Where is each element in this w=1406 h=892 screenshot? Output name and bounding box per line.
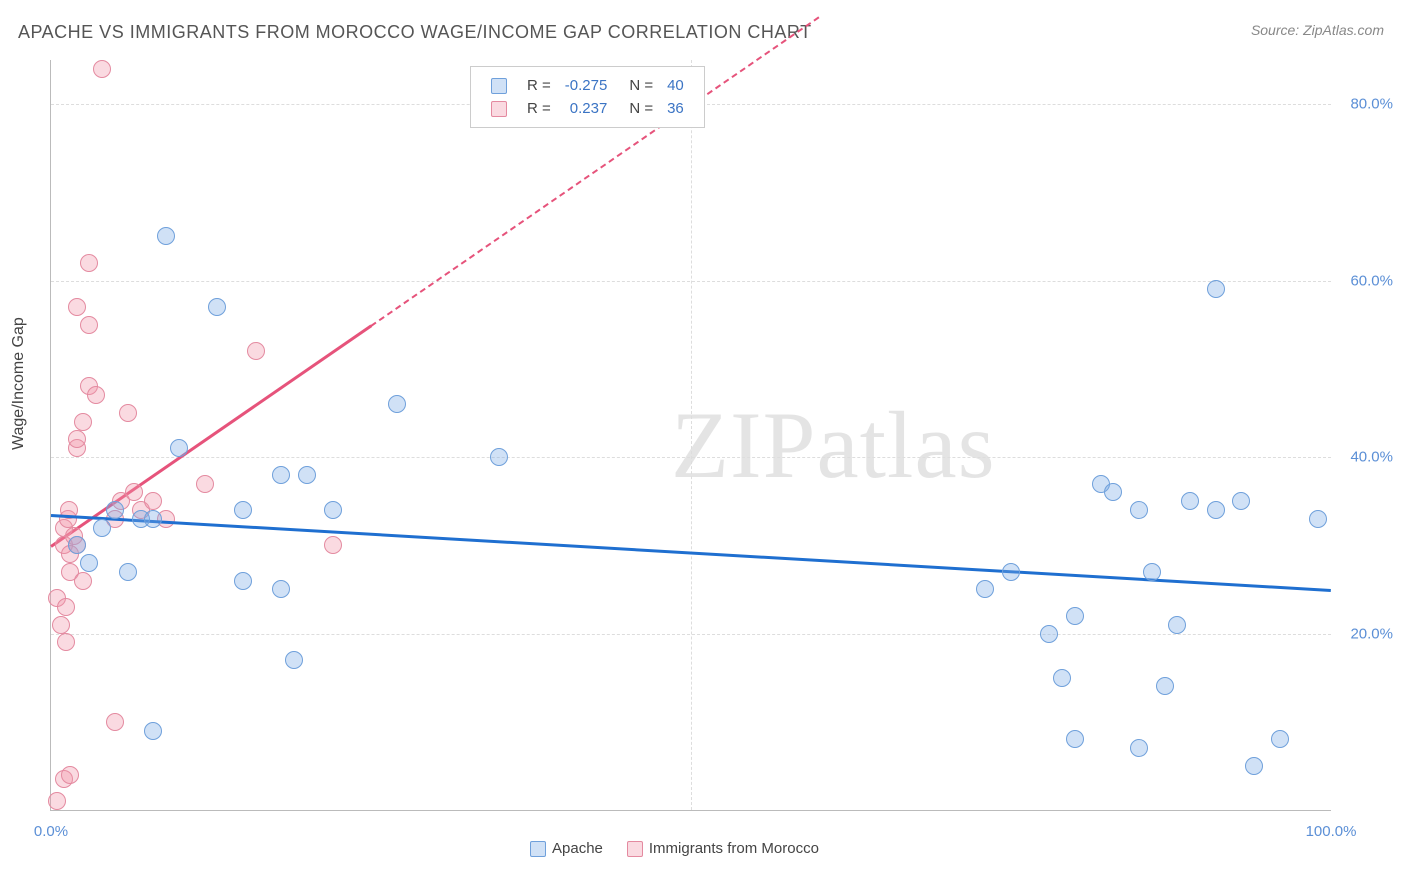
data-point [57,633,75,651]
data-point [1130,501,1148,519]
y-tick-label: 40.0% [1350,449,1393,466]
data-point [1143,563,1161,581]
data-point [144,510,162,528]
x-tick-label: 100.0% [1306,823,1357,840]
legend-row: R =-0.275N =40 [485,75,690,96]
chart-title: APACHE VS IMMIGRANTS FROM MOROCCO WAGE/I… [18,22,812,43]
data-point [125,483,143,501]
data-point [68,298,86,316]
data-point [1130,739,1148,757]
r-value: -0.275 [559,75,614,96]
data-point [61,766,79,784]
data-point [1309,510,1327,528]
scatter-plot: ZIPatlas 20.0%40.0%60.0%80.0%0.0%100.0% [50,60,1331,811]
data-point [144,492,162,510]
data-point [80,554,98,572]
data-point [324,501,342,519]
data-point [234,501,252,519]
data-point [1168,616,1186,634]
data-point [1271,730,1289,748]
data-point [247,342,265,360]
data-point [976,580,994,598]
data-point [490,448,508,466]
data-point [1181,492,1199,510]
data-point [74,572,92,590]
data-point [80,254,98,272]
n-label: N = [615,75,659,96]
x-tick-label: 0.0% [34,823,68,840]
data-point [68,430,86,448]
data-point [234,572,252,590]
data-point [93,519,111,537]
trend-line [50,325,372,548]
data-point [74,413,92,431]
data-point [119,563,137,581]
r-value: 0.237 [559,98,614,119]
r-label: R = [521,75,557,96]
data-point [144,722,162,740]
data-point [68,536,86,554]
data-point [106,501,124,519]
data-point [1104,483,1122,501]
legend-item: Immigrants from Morocco [627,840,819,857]
y-axis-label: Wage/Income Gap [10,317,28,450]
data-point [208,298,226,316]
data-point [87,386,105,404]
data-point [157,227,175,245]
data-point [1232,492,1250,510]
data-point [1245,757,1263,775]
legend-row: R = 0.237N =36 [485,98,690,119]
data-point [1053,669,1071,687]
data-point [1156,677,1174,695]
data-point [52,616,70,634]
data-point [1066,607,1084,625]
n-value: 40 [661,75,690,96]
series-legend: Apache Immigrants from Morocco [530,840,819,857]
r-label: R = [521,98,557,119]
n-value: 36 [661,98,690,119]
y-tick-label: 60.0% [1350,272,1393,289]
legend-swatch [491,78,507,94]
data-point [1066,730,1084,748]
data-point [272,466,290,484]
data-point [80,316,98,334]
y-tick-label: 20.0% [1350,625,1393,642]
legend-swatch [530,841,546,857]
data-point [298,466,316,484]
data-point [1040,625,1058,643]
legend-label: Immigrants from Morocco [649,840,819,857]
n-label: N = [615,98,659,119]
data-point [170,439,188,457]
data-point [324,536,342,554]
y-tick-label: 80.0% [1350,96,1393,113]
data-point [272,580,290,598]
data-point [93,60,111,78]
watermark: ZIPatlas [671,390,996,500]
source-label: Source: ZipAtlas.com [1251,22,1384,38]
legend-label: Apache [552,840,603,857]
data-point [1207,501,1225,519]
data-point [1207,280,1225,298]
data-point [119,404,137,422]
legend-swatch [627,841,643,857]
data-point [388,395,406,413]
data-point [1002,563,1020,581]
gridline-vertical [691,60,692,810]
data-point [106,713,124,731]
data-point [196,475,214,493]
data-point [48,792,66,810]
legend-item: Apache [530,840,603,857]
data-point [285,651,303,669]
correlation-legend: R =-0.275N =40R = 0.237N =36 [470,66,705,128]
data-point [57,598,75,616]
legend-swatch [491,101,507,117]
